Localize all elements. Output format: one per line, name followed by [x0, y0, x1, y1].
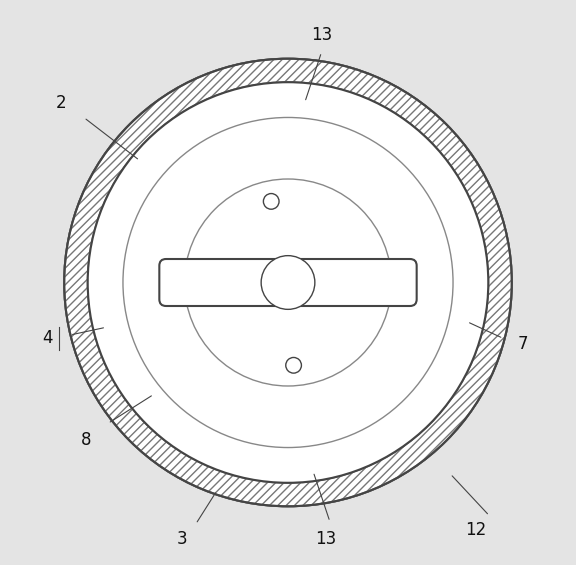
- Text: 2: 2: [56, 94, 67, 112]
- Text: 8: 8: [81, 431, 92, 449]
- Text: 12: 12: [465, 521, 486, 539]
- FancyBboxPatch shape: [160, 259, 416, 306]
- Text: 7: 7: [518, 335, 528, 353]
- Text: 3: 3: [176, 530, 187, 547]
- Circle shape: [64, 59, 512, 506]
- Circle shape: [261, 255, 315, 310]
- Circle shape: [184, 179, 392, 386]
- Circle shape: [123, 118, 453, 447]
- Text: 4: 4: [42, 329, 52, 347]
- Text: 13: 13: [316, 530, 336, 547]
- Circle shape: [286, 358, 301, 373]
- Text: 13: 13: [311, 26, 332, 44]
- Circle shape: [88, 82, 488, 483]
- Circle shape: [263, 194, 279, 209]
